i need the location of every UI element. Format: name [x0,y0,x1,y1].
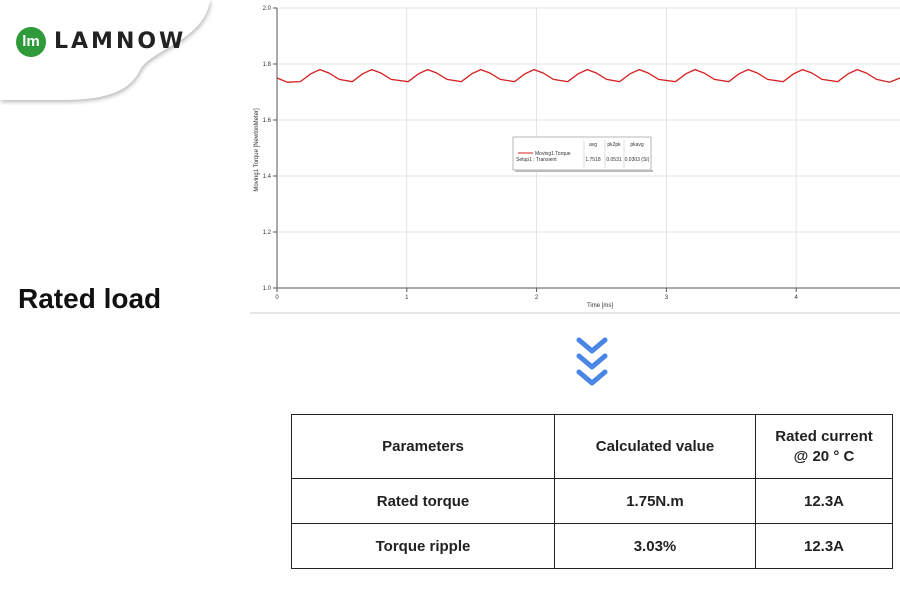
legend-stat: 0.0303 (SI) [625,157,650,163]
down-arrows [576,337,608,386]
cell: 12.3A [755,523,893,569]
legend: avg 1.7518 pk2pk 0.0531 pkavg 0.0303 (SI) Movi… [512,136,653,172]
y-tick-label: 1.2 [263,230,272,236]
y-tick-label: 1.6 [263,118,272,124]
x-tick-label: 2 [535,295,539,301]
chart: Moving1 Torque [NewtonMeter] Time [ms] 1… [250,0,900,314]
table-row: Rated torque 1.75N.m 12.3A [291,478,893,524]
cell: 12.3A [755,478,893,524]
legend-stat: 0.0531 [606,157,622,163]
cell: Torque ripple [291,523,555,569]
header-cell: Rated current @ 20 ° C [755,414,893,479]
series-line [276,68,900,83]
legend-column: pk2pk [607,142,621,148]
legend-shadow [515,170,653,172]
legend-series: Moving1.Torque [535,151,571,157]
legend-box [512,136,652,171]
logo-icon: lm [16,27,46,57]
logo-card [0,0,210,100]
table-header: Parameters Calculated value Rated curren… [291,414,893,479]
x-tick-label: 3 [665,295,669,301]
x-tick-label: 4 [794,295,798,301]
header-text: Rated current @ 20 ° C [775,427,873,465]
cell: Rated torque [291,478,555,524]
cell: 3.03% [554,523,756,569]
logo-text: LAMNOW [54,29,187,54]
heading: Rated load [18,283,162,314]
legend-stat: 1.7518 [585,157,601,163]
table-row: Torque ripple 3.03% 12.3A [291,523,893,569]
y-tick-label: 1.0 [263,286,272,292]
y-tick-label: 1.8 [263,62,272,68]
x-axis-label: Time [ms] [587,303,613,309]
header-cell: Parameters [291,414,555,479]
table: Parameters Calculated value Rated curren… [291,414,893,569]
y-tick-label: 2.0 [263,6,272,12]
cell: 1.75N.m [554,478,756,524]
legend-column: pkavg [630,142,644,148]
x-tick-label: 1 [405,295,409,301]
legend-row-label: Setup1 : Transient [516,157,557,163]
y-tick-label: 1.4 [263,174,272,180]
header-cell: Calculated value [554,414,756,479]
legend-column: avg [589,142,597,148]
y-axis-label: Moving1 Torque [NewtonMeter] [254,108,260,192]
x-tick-label: 0 [275,295,279,301]
